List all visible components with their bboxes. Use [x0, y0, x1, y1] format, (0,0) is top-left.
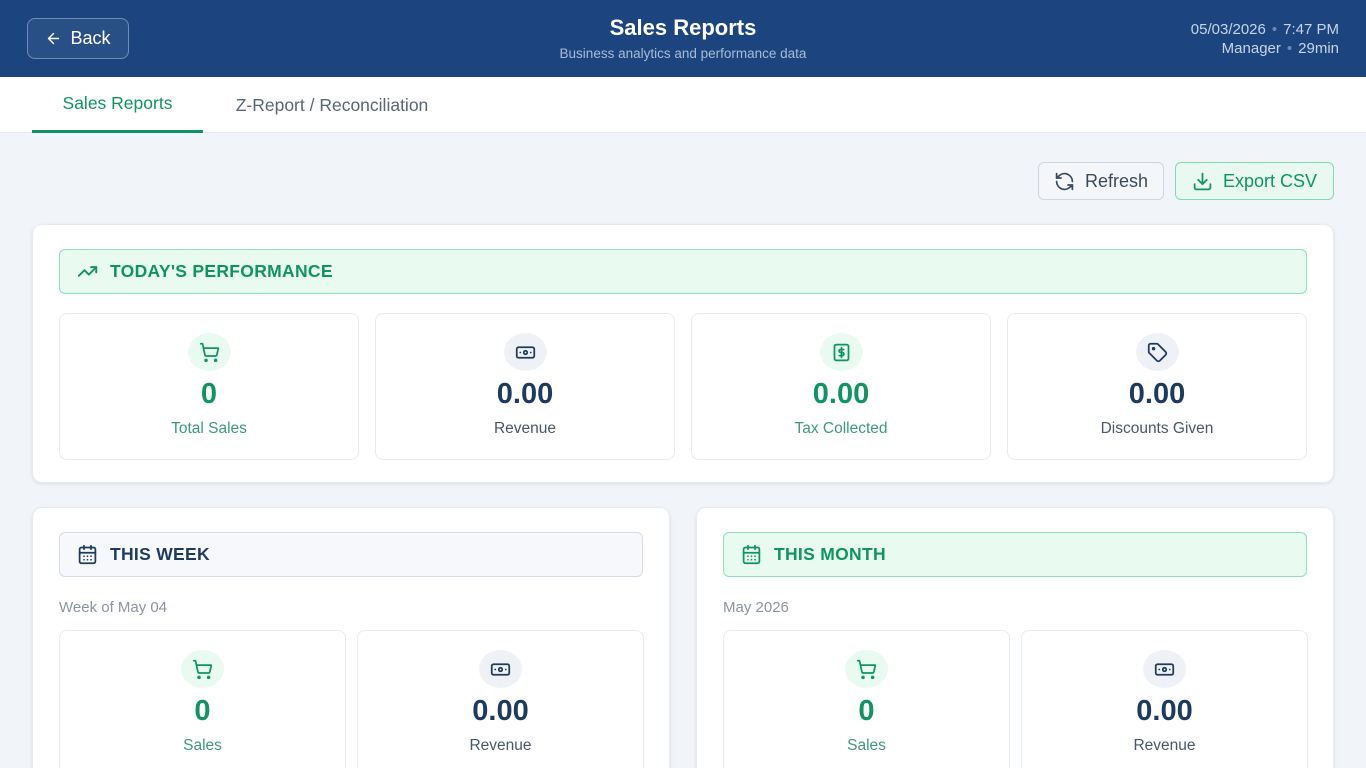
stat-discounts-given: 0.00 Discounts Given	[1007, 313, 1307, 460]
stat-value: 0.00	[496, 378, 554, 410]
stat-label: Revenue	[469, 737, 532, 754]
refresh-button[interactable]: Refresh	[1038, 162, 1164, 200]
banknote-icon-badge	[479, 650, 522, 688]
stat-label: Sales	[847, 737, 886, 754]
month-section-header: THIS MONTH	[723, 532, 1307, 577]
banknote-icon-badge	[503, 333, 547, 371]
stat-month-revenue: 0.00 Revenue	[1021, 630, 1308, 768]
month-section-title: THIS MONTH	[774, 544, 886, 564]
cart-icon	[192, 659, 213, 679]
stat-value: 0	[858, 695, 875, 727]
banknote-icon	[515, 345, 535, 359]
session-duration: 29min	[1298, 40, 1339, 57]
banknote-icon-badge	[1143, 650, 1186, 688]
back-button[interactable]: Back	[27, 18, 129, 59]
page-subtitle: Business analytics and performance data	[559, 46, 807, 61]
this-month-card: THIS MONTH May 2026 0 Sales 0.00 Revenue	[696, 507, 1334, 768]
stat-label: Sales	[183, 737, 222, 754]
separator-dot: •	[1286, 40, 1293, 57]
this-week-card: THIS WEEK Week of May 04 0 Sales 0.00 Re…	[32, 507, 670, 768]
stat-value: 0.00	[1136, 695, 1193, 727]
week-period-label: Week of May 04	[59, 599, 168, 616]
stat-label: Total Sales	[171, 420, 247, 437]
week-section-header: THIS WEEK	[59, 532, 643, 577]
today-performance-card: TODAY'S PERFORMANCE 0 Total Sales 0.00 R…	[32, 224, 1334, 483]
dollar-receipt-icon-badge	[819, 333, 863, 371]
refresh-button-label: Refresh	[1084, 170, 1149, 191]
stat-label: Tax Collected	[794, 420, 888, 437]
stat-label: Discounts Given	[1100, 420, 1214, 437]
export-csv-button[interactable]: Export CSV	[1175, 162, 1334, 200]
current-date: 05/03/2026	[1190, 21, 1266, 38]
session-info: 05/03/2026 • 7:47 PM Manager • 29min	[1191, 20, 1339, 58]
cart-icon	[199, 342, 219, 362]
today-section-header: TODAY'S PERFORMANCE	[59, 249, 1307, 294]
cart-icon-badge	[845, 650, 888, 688]
page-title: Sales Reports	[609, 15, 757, 40]
trending-up-icon	[77, 266, 98, 277]
stat-value: 0.00	[812, 378, 870, 410]
back-button-label: Back	[70, 28, 111, 48]
week-section-title: THIS WEEK	[110, 544, 210, 564]
calendar-icon	[78, 544, 97, 565]
refresh-icon	[1055, 172, 1074, 190]
cart-icon-badge	[187, 333, 231, 371]
stat-label: Revenue	[1133, 737, 1196, 754]
tab-sales-reports[interactable]: Sales Reports	[32, 77, 203, 133]
tag-icon-badge	[1135, 333, 1179, 371]
stat-tax-collected: 0.00 Tax Collected	[691, 313, 991, 460]
user-role: Manager	[1221, 40, 1281, 57]
calendar-icon	[742, 544, 761, 565]
stat-revenue: 0.00 Revenue	[375, 313, 675, 460]
stat-total-sales: 0 Total Sales	[59, 313, 359, 460]
export-csv-button-label: Export CSV	[1222, 170, 1318, 191]
stat-week-sales: 0 Sales	[59, 630, 346, 768]
arrow-left-icon	[48, 32, 60, 45]
stat-value: 0	[200, 378, 218, 410]
stat-value: 0	[194, 695, 211, 727]
report-tabs: Sales Reports Z-Report / Reconciliation	[0, 77, 1366, 133]
stat-label: Revenue	[493, 420, 557, 437]
current-time: 7:47 PM	[1283, 21, 1339, 38]
stat-week-revenue: 0.00 Revenue	[357, 630, 644, 768]
banknote-icon	[490, 662, 511, 676]
tag-icon	[1147, 342, 1167, 362]
cart-icon-badge	[181, 650, 224, 688]
tab-z-report[interactable]: Z-Report / Reconciliation	[235, 94, 429, 115]
stat-value: 0.00	[1128, 378, 1186, 410]
dollar-receipt-icon	[833, 343, 849, 361]
month-period-label: May 2026	[723, 599, 789, 616]
app-header: Back Sales Reports Business analytics an…	[0, 0, 1366, 77]
today-section-title: TODAY'S PERFORMANCE	[110, 261, 333, 281]
stat-month-sales: 0 Sales	[723, 630, 1010, 768]
banknote-icon	[1154, 662, 1175, 676]
stat-value: 0.00	[472, 695, 529, 727]
separator-dot: •	[1271, 21, 1278, 38]
cart-icon	[856, 659, 877, 679]
download-icon	[1193, 172, 1212, 190]
